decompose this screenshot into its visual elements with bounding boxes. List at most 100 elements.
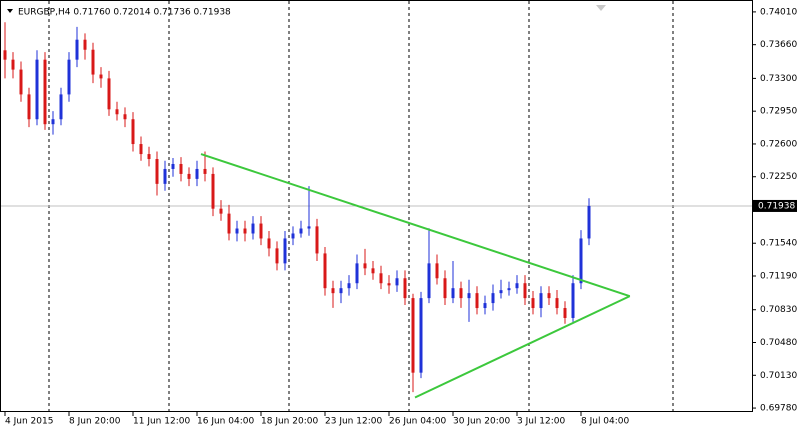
candle-body (523, 283, 527, 299)
candle-body (571, 283, 575, 318)
candle-body (419, 298, 423, 373)
y-tick-label: 0.74010 (760, 7, 797, 17)
y-tick-label: 0.70480 (760, 338, 797, 348)
candle-body (355, 263, 359, 284)
candle-body (171, 163, 175, 169)
candle-body (3, 50, 7, 60)
y-tick-label: 0.72250 (760, 172, 797, 182)
candle-body (555, 298, 559, 309)
candle-body (131, 119, 135, 145)
candle-body (219, 208, 223, 214)
y-tick-label: 0.70130 (760, 371, 797, 381)
candle-body (187, 173, 191, 179)
candle-body (491, 293, 495, 304)
candle-body (163, 168, 167, 184)
candle-body (107, 78, 111, 110)
y-tick-label: 0.72950 (760, 107, 797, 117)
candle-body (307, 226, 311, 229)
candle-body (251, 223, 255, 234)
candle-body (539, 293, 543, 309)
candle-body (587, 205, 591, 239)
price-label: 0.71938 (758, 201, 795, 211)
candle-body (403, 278, 407, 299)
candle-body (323, 253, 327, 289)
candle-body (115, 109, 119, 115)
candle-body (195, 168, 199, 179)
x-tick-label: 11 Jun 12:00 (133, 417, 190, 427)
x-tick-label: 8 Jul 04:00 (581, 417, 630, 427)
candle-body (275, 248, 279, 264)
x-tick-label: 30 Jun 20:00 (453, 417, 510, 427)
chart-header: EURGBP,H4 0.71760 0.72014 0.71736 0.7193… (18, 8, 231, 18)
candle-body (483, 303, 487, 309)
trendline (200, 153, 631, 298)
price-box (753, 199, 797, 212)
candle-body (379, 273, 383, 284)
candle-body (91, 49, 95, 75)
y-tick-label: 0.70830 (760, 305, 797, 315)
candle-body (267, 238, 271, 249)
y-tick-label: 0.73300 (760, 74, 797, 84)
candle-body (235, 228, 239, 234)
candle-body (371, 268, 375, 274)
candle-body (443, 278, 447, 299)
candle-body (435, 263, 439, 279)
candle-body (387, 283, 391, 286)
candle-body (35, 59, 39, 120)
candle-body (475, 293, 479, 309)
candle-body (299, 228, 303, 234)
candle-body (155, 159, 159, 184)
candle-body (211, 173, 215, 209)
candle-body (395, 278, 399, 286)
candle-body (147, 154, 151, 160)
candle-body (83, 39, 87, 50)
candle-body (451, 288, 455, 299)
candle-body (411, 298, 415, 373)
candle-body (243, 228, 247, 234)
candle-body (11, 59, 15, 70)
y-tick-label: 0.71540 (760, 239, 797, 249)
menu-arrow (7, 9, 13, 13)
candle-body (291, 233, 295, 239)
x-tick-label: 23 Jun 12:00 (325, 417, 382, 427)
candle-body (427, 263, 431, 299)
candle-body (531, 298, 535, 309)
candle-body (499, 290, 503, 294)
x-tick-label: 16 Jun 04:00 (197, 417, 254, 427)
candle-body (579, 238, 583, 284)
x-tick-label: 8 Jun 20:00 (69, 417, 121, 427)
candle-body (19, 69, 23, 95)
y-tick-label: 0.69780 (760, 404, 797, 414)
x-tick-label: 18 Jun 20:00 (261, 417, 318, 427)
candle-body (203, 168, 207, 174)
x-tick-label: 4 Jun 2015 (5, 417, 53, 427)
candle-body (99, 74, 103, 79)
x-tick-label: 3 Jul 12:00 (517, 417, 566, 427)
y-tick-label: 0.73660 (760, 40, 797, 50)
candle-body (67, 59, 71, 95)
candle-body (547, 293, 551, 299)
candle-body (563, 308, 567, 318)
candle-body (283, 238, 287, 264)
candle-body (179, 163, 183, 174)
y-tick-label: 0.72600 (760, 139, 797, 149)
candle-body (339, 288, 343, 294)
candle-body (51, 119, 55, 125)
candle-body (363, 263, 367, 269)
candle-body (507, 288, 511, 291)
candle-body (459, 288, 463, 299)
candle-body (467, 293, 471, 299)
y-tick-label: 0.71190 (760, 272, 797, 282)
candle-body (139, 144, 143, 155)
candle-body (75, 39, 79, 60)
candle-body (515, 283, 519, 289)
candle-body (27, 94, 31, 120)
candle-body (347, 283, 351, 289)
candle-body (331, 288, 335, 294)
x-tick-label: 26 Jun 04:00 (389, 417, 446, 427)
trendline (414, 295, 631, 399)
candle-body (227, 213, 231, 234)
candle-body (59, 94, 63, 120)
candle-body (123, 114, 127, 120)
